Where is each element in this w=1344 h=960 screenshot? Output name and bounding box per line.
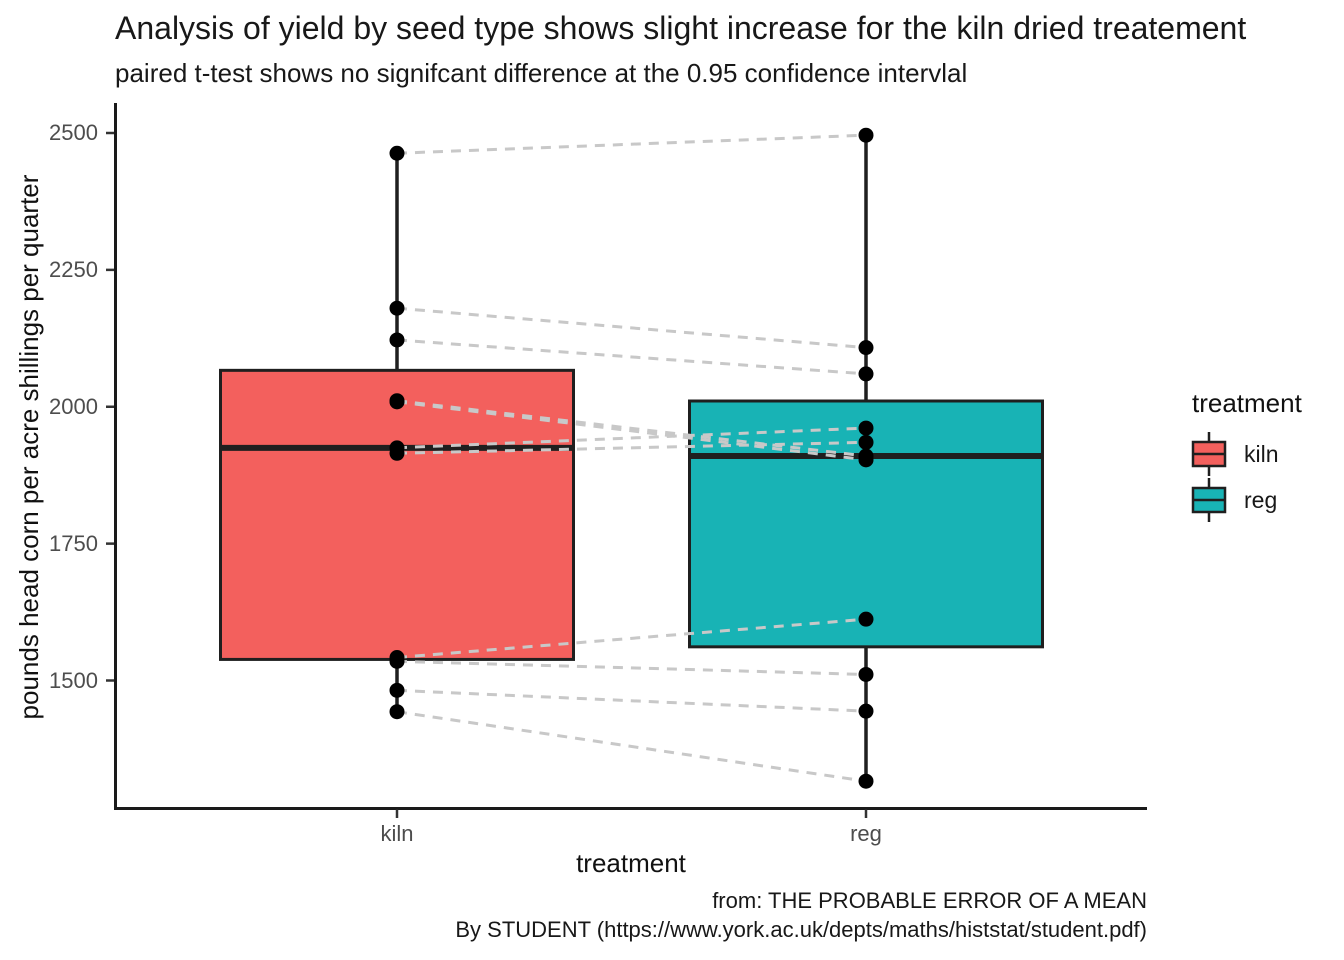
pair-line xyxy=(396,659,867,676)
legend-entry-reg: reg xyxy=(1190,477,1302,523)
pair-line xyxy=(396,306,867,350)
data-point-reg xyxy=(858,366,874,382)
pair-line xyxy=(396,399,867,458)
legend: treatment kiln reg xyxy=(1190,388,1302,523)
data-point-reg xyxy=(858,448,874,464)
y-axis-title: pounds head corn per acre shillings per … xyxy=(14,174,44,720)
data-point-reg xyxy=(858,773,874,789)
x-axis-title: treatment xyxy=(576,848,686,878)
data-point-reg xyxy=(858,611,874,627)
boxplot-key-icon xyxy=(1191,432,1227,476)
pair-line xyxy=(396,440,867,455)
pair-line xyxy=(396,400,867,462)
y-tick-label: 1750 xyxy=(49,530,98,556)
pair-line xyxy=(396,133,867,155)
data-point-reg xyxy=(858,703,874,719)
data-point-reg xyxy=(858,666,874,682)
data-point-reg xyxy=(858,434,874,450)
x-tick-label-kiln: kiln xyxy=(380,821,414,846)
pair-line xyxy=(396,710,867,783)
data-point-reg xyxy=(858,420,874,436)
data-point-reg xyxy=(858,340,874,356)
data-point-kiln xyxy=(389,440,405,456)
legend-label: kiln xyxy=(1244,440,1279,467)
caption-line-2: By STUDENT (https://www.york.ac.uk/depts… xyxy=(455,917,1147,942)
y-tick-label: 1500 xyxy=(49,667,98,693)
chart-subtitle: paired t-test shows no signifcant differ… xyxy=(115,58,968,88)
y-tick-label: 2500 xyxy=(49,120,98,145)
caption: from: THE PROBABLE ERROR OF A MEAN By ST… xyxy=(455,886,1147,944)
pair-line xyxy=(396,617,867,660)
y-tick-label: 2000 xyxy=(49,393,98,419)
boxplot-key-icon xyxy=(1191,478,1227,522)
data-point-kiln xyxy=(389,704,405,720)
pair-line xyxy=(396,426,867,450)
pair-line xyxy=(396,338,867,376)
data-point-kiln xyxy=(389,332,405,348)
data-point-kiln xyxy=(389,145,405,161)
chart-title: Analysis of yield by seed type shows sli… xyxy=(115,10,1247,46)
data-point-reg xyxy=(858,127,874,143)
x-tick-label-reg: reg xyxy=(850,821,882,846)
data-point-kiln xyxy=(389,653,405,669)
data-point-kiln xyxy=(389,300,405,316)
caption-line-1: from: THE PROBABLE ERROR OF A MEAN xyxy=(712,888,1147,913)
legend-title: treatment xyxy=(1192,388,1302,418)
pair-line xyxy=(396,688,867,713)
data-point-kiln xyxy=(389,393,405,409)
box-kiln xyxy=(219,368,575,661)
legend-entries: kiln reg xyxy=(1190,431,1302,523)
data-point-kiln xyxy=(389,682,405,698)
legend-label: reg xyxy=(1244,486,1278,513)
legend-entry-kiln: kiln xyxy=(1190,431,1302,477)
y-tick-label: 2250 xyxy=(49,256,98,282)
